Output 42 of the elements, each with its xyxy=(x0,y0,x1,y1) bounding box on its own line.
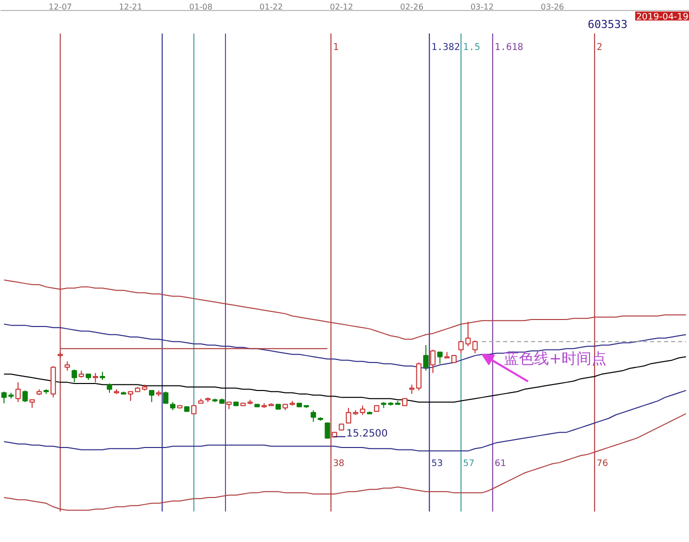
candlestick xyxy=(465,321,471,347)
candlestick xyxy=(360,405,366,416)
candlestick xyxy=(128,391,134,402)
x-tick-label: 02-12 xyxy=(330,2,354,12)
candlestick xyxy=(1,391,7,404)
x-tick-label: 01-08 xyxy=(189,2,212,12)
x-tick-label: 03-26 xyxy=(540,2,564,12)
annotation: 15.2500 xyxy=(346,428,388,440)
text: 1.5 xyxy=(463,42,480,53)
text: 76 xyxy=(596,459,608,469)
candlestick xyxy=(458,340,464,354)
candlestick xyxy=(64,360,70,372)
candlestick xyxy=(423,344,429,372)
candlestick xyxy=(324,422,330,439)
text: 2019-04-19 xyxy=(636,12,689,22)
candlestick xyxy=(163,391,168,404)
candlestick xyxy=(430,349,436,374)
text: 57 xyxy=(463,459,474,469)
candlestick xyxy=(346,407,352,424)
candlestick xyxy=(92,372,98,383)
candlestick xyxy=(437,352,443,364)
text: 1 xyxy=(332,42,339,53)
x-tick-label: 12-21 xyxy=(118,2,142,12)
text: 1.618 xyxy=(494,42,524,53)
candlestick xyxy=(148,390,154,403)
x-tick-label: 02-26 xyxy=(400,2,424,12)
candlestick xyxy=(472,340,478,354)
candlestick xyxy=(22,390,28,403)
candlestick xyxy=(310,410,316,422)
x-tick-label: 12-07 xyxy=(48,2,72,12)
x-tick-label: 03-12 xyxy=(470,2,494,12)
x-tick-label: 01-22 xyxy=(260,2,283,12)
chart-title: 603533 xyxy=(588,18,628,31)
candlestick xyxy=(72,369,77,383)
text: 38 xyxy=(332,459,345,469)
candlestick xyxy=(409,384,414,394)
candlestick xyxy=(15,382,21,403)
text: 1.382 xyxy=(431,42,460,53)
text: 53 xyxy=(431,459,443,469)
text: 61 xyxy=(494,459,506,469)
text: 2 xyxy=(596,42,602,53)
candlestick xyxy=(106,382,112,394)
